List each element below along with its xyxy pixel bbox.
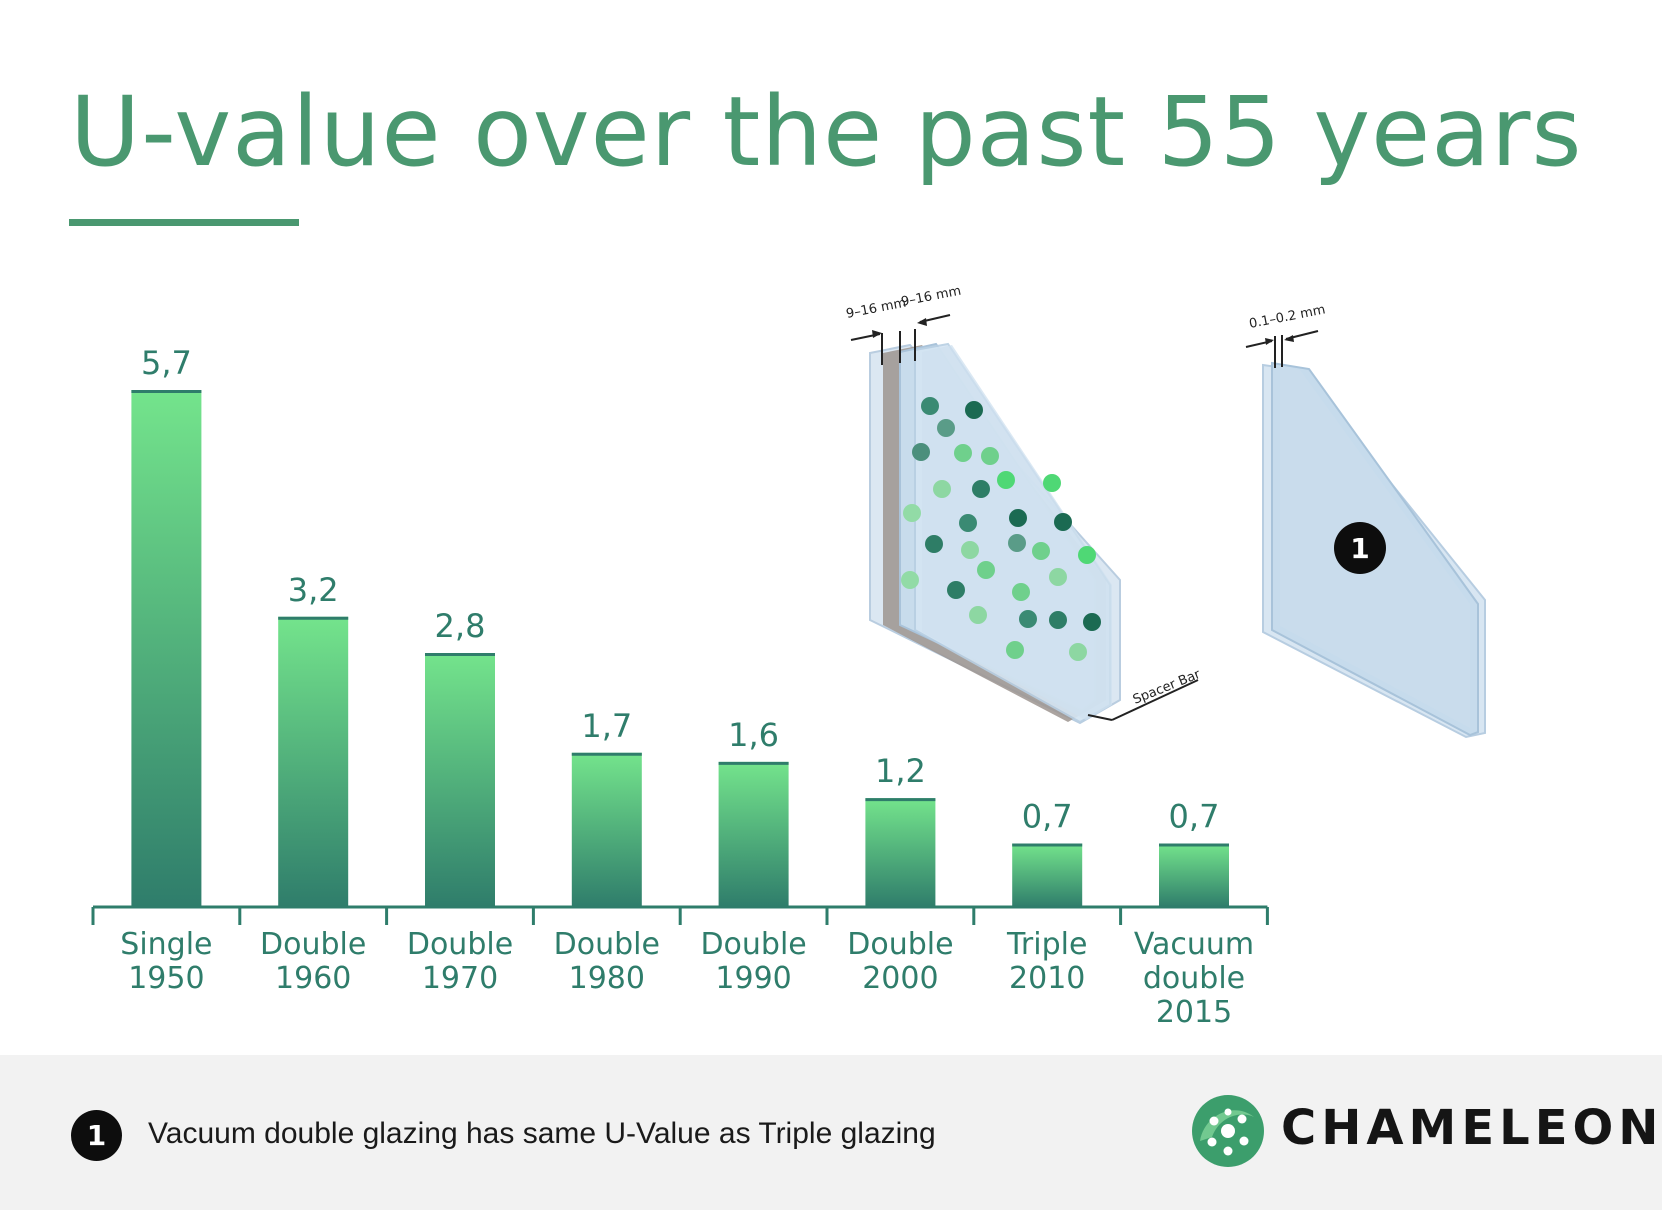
chameleon-logo-icon	[1192, 1095, 1264, 1167]
spacer-bar-label: Spacer Bar	[1131, 667, 1203, 708]
bar-value-label: 5,7	[141, 344, 192, 382]
footnote-text: Vacuum double glazing has same U-Value a…	[148, 1117, 936, 1150]
x-tick-label: 1970	[422, 961, 498, 996]
vacuum-gap-label: 0.1–0.2 mm	[1248, 302, 1327, 331]
x-tick-label: 2015	[1156, 995, 1232, 1030]
bar-value-label: 0,7	[1022, 798, 1073, 836]
x-tick-label: Double	[407, 927, 513, 962]
x-tick-label: 1960	[275, 961, 351, 996]
x-tick-label: Vacuum	[1134, 927, 1254, 962]
vacuum-glazing-illustration: 0.1–0.2 mm 1	[1245, 302, 1486, 739]
bar	[865, 798, 936, 907]
x-tick-label: 2000	[862, 961, 938, 996]
bar-value-label: 1,2	[875, 752, 926, 790]
bar	[131, 390, 202, 907]
vacuum-badge-number: 1	[1350, 532, 1369, 565]
title-underline	[69, 219, 299, 226]
u-value-bar-chart: 5,7Single19503,2Double19602,8Double19701…	[91, 344, 1269, 1030]
bar-value-label: 1,6	[728, 716, 779, 754]
x-tick-label: 1980	[569, 961, 645, 996]
x-tick-label: 2010	[1009, 961, 1085, 996]
brand-name: CHAMELEON	[1281, 1100, 1662, 1156]
bar	[278, 616, 349, 907]
bar	[718, 761, 789, 907]
x-tick-label: Triple	[1006, 927, 1087, 962]
x-tick-label: 1990	[715, 961, 791, 996]
x-tick-label: Single	[120, 927, 212, 962]
bar-value-label: 0,7	[1169, 798, 1220, 836]
bar	[1159, 843, 1229, 907]
page-title: U-value over the past 55 years	[70, 76, 1583, 188]
footer: 1 Vacuum double glazing has same U-Value…	[0, 1055, 1662, 1210]
bar-value-label: 2,8	[435, 607, 486, 645]
x-tick-label: double	[1143, 961, 1245, 996]
x-tick-label: 1950	[128, 961, 204, 996]
bar	[425, 653, 495, 907]
gas-particles	[901, 397, 1101, 661]
x-tick-label: Double	[260, 927, 366, 962]
bar	[1012, 843, 1083, 907]
x-tick-label: Double	[554, 927, 660, 962]
gap-label-2: 9–16 mm	[900, 284, 963, 310]
bar-value-label: 1,7	[581, 707, 632, 745]
gap-label-1: 9–16 mm	[845, 296, 908, 322]
x-tick-label: Double	[700, 927, 806, 962]
bar	[571, 752, 642, 907]
double-glazing-illustration: 9–16 mm 9–16 mm Spacer Bar	[845, 284, 1203, 725]
vacuum-number-badge	[1334, 522, 1386, 574]
glazing-illustrations: 9–16 mm 9–16 mm Spacer Bar 0.1–0.2 mm 1	[845, 284, 1486, 739]
bar-value-label: 3,2	[288, 571, 339, 609]
x-tick-label: Double	[847, 927, 953, 962]
footnote-badge: 1	[71, 1110, 122, 1161]
